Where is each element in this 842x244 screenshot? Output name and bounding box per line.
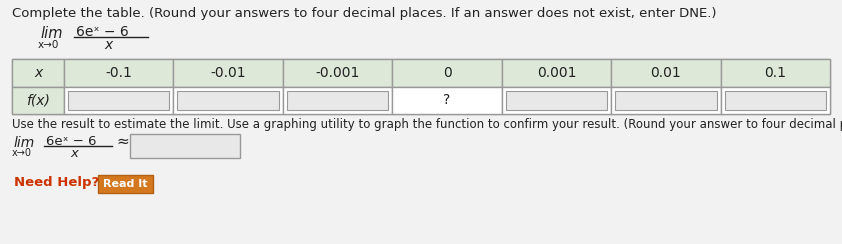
Bar: [12, 59, 830, 114]
Text: x→0: x→0: [38, 40, 60, 50]
Text: Complete the table. (Round your answers to four decimal places. If an answer doe: Complete the table. (Round your answers …: [12, 7, 717, 20]
Bar: [283, 59, 392, 87]
Text: -0.1: -0.1: [105, 66, 132, 80]
Text: 0: 0: [443, 66, 451, 80]
Bar: [616, 91, 717, 110]
Text: x: x: [70, 147, 77, 160]
Text: -0.01: -0.01: [210, 66, 246, 80]
Bar: [725, 91, 826, 110]
Text: Read It: Read It: [104, 179, 147, 189]
Text: x: x: [104, 38, 112, 52]
Bar: [64, 87, 173, 114]
Bar: [173, 87, 283, 114]
Bar: [392, 87, 502, 114]
Bar: [721, 87, 830, 114]
Bar: [506, 91, 607, 110]
Bar: [287, 91, 388, 110]
Bar: [64, 59, 173, 87]
Text: x→0: x→0: [12, 148, 32, 158]
Bar: [721, 59, 830, 87]
Text: 6eˣ − 6: 6eˣ − 6: [46, 135, 97, 148]
Text: 0.01: 0.01: [651, 66, 681, 80]
Bar: [12, 87, 64, 114]
Bar: [12, 59, 64, 87]
Bar: [502, 59, 611, 87]
Bar: [98, 175, 153, 193]
Text: ?: ?: [444, 93, 450, 107]
Text: 0.001: 0.001: [536, 66, 576, 80]
Bar: [173, 59, 283, 87]
Bar: [283, 87, 392, 114]
Text: f(x): f(x): [26, 93, 50, 107]
Bar: [611, 87, 721, 114]
Text: Need Help?: Need Help?: [14, 176, 99, 189]
Bar: [502, 87, 611, 114]
Text: ≈: ≈: [116, 133, 129, 149]
Bar: [611, 59, 721, 87]
Bar: [178, 91, 279, 110]
Bar: [392, 59, 502, 87]
Text: lim: lim: [40, 26, 62, 41]
Bar: [130, 134, 240, 158]
Text: Use the result to estimate the limit. Use a graphing utility to graph the functi: Use the result to estimate the limit. Us…: [12, 118, 842, 131]
Text: 6eˣ − 6: 6eˣ − 6: [76, 25, 129, 39]
Text: lim: lim: [14, 136, 35, 150]
Bar: [68, 91, 169, 110]
Text: 0.1: 0.1: [765, 66, 786, 80]
Text: x: x: [34, 66, 42, 80]
Text: -0.001: -0.001: [316, 66, 360, 80]
